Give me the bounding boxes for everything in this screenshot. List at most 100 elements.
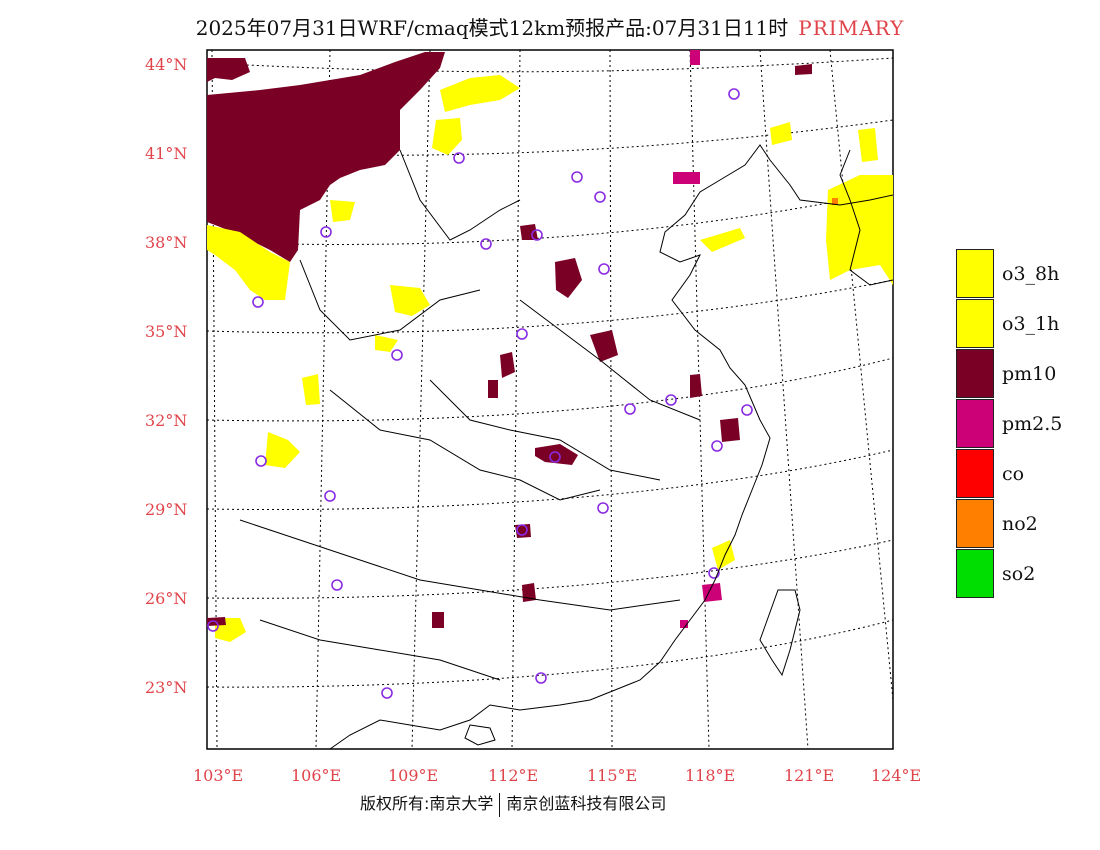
pm25-patch-north [690, 50, 700, 65]
lat-label-35: 35°N [145, 322, 188, 341]
legend-swatch-no2 [956, 499, 994, 548]
station-marker [711, 440, 723, 452]
inner-border-4 [239, 519, 681, 611]
lon-label-103: 103°E [193, 766, 244, 785]
station-marker [531, 229, 543, 241]
o3-region-northwest [207, 225, 290, 300]
legend-item-pm25: pm2.5 [956, 399, 1096, 449]
lon-label-112: 112°E [488, 766, 539, 785]
legend-item-o3-8h: o3_8h [956, 249, 1096, 299]
station-marker [728, 88, 740, 100]
lat-label-41: 41°N [145, 144, 188, 163]
taiwan-outline [759, 589, 801, 677]
station-marker [624, 403, 636, 415]
pm10-cluster-henan [590, 330, 618, 362]
pm10-cluster-central [500, 352, 515, 378]
lat-label-32: 32°N [145, 411, 188, 430]
lat-line-26 [206, 539, 894, 599]
station-marker [391, 349, 403, 361]
pm10-region-northwest [207, 52, 445, 262]
pm10-cluster-anhui [720, 418, 740, 442]
lat-line-29 [206, 449, 894, 511]
lon-label-118: 118°E [685, 766, 736, 785]
map-title: 2025年07月31日WRF/cmaq模式12km预报产品:07月31日11时 P… [0, 12, 1100, 41]
no2-pixel [832, 198, 838, 205]
o3-region-mongolia-2 [432, 118, 462, 155]
legend-label-o3-1h: o3_1h [1002, 313, 1060, 335]
legend-swatch-o3-8h [956, 249, 994, 298]
station-marker [516, 524, 528, 536]
o3-region-gansu [330, 200, 355, 222]
lat-label-29: 29°N [145, 500, 188, 519]
pm10-cluster-south [432, 612, 444, 628]
station-marker [594, 191, 606, 203]
legend-item-pm10: pm10 [956, 349, 1096, 399]
pm10-clusters [207, 64, 812, 628]
lon-line-115 [609, 49, 613, 750]
pm10-cluster-beijing [520, 224, 538, 240]
legend-item-so2: so2 [956, 549, 1096, 599]
lat-label-38: 38°N [145, 233, 188, 252]
lat-label-44: 44°N [145, 55, 188, 74]
legend-label-no2: no2 [1002, 513, 1038, 535]
o3-region-mongolia-1 [440, 75, 520, 112]
station-marker [453, 152, 465, 164]
lon-label-115: 115°E [587, 766, 638, 785]
lon-line-118 [689, 49, 710, 750]
pm10-region-north-edge [207, 58, 250, 82]
coastlines [239, 144, 894, 750]
o3-region-ordos [375, 335, 398, 352]
pm10-cluster-wuhan [535, 444, 578, 465]
copyright-right: 南京创蓝科技有限公司 [506, 794, 667, 813]
station-marker [665, 394, 677, 406]
pollutant-legend: o3_8h o3_1h pm10 pm2.5 co no2 so2 [956, 249, 1096, 599]
lon-label-109: 109°E [388, 766, 439, 785]
legend-swatch-so2 [956, 549, 994, 598]
station-marker [741, 404, 753, 416]
lon-line-121 [759, 49, 809, 750]
o3-region-bohai [700, 228, 745, 252]
pm10-cluster-liaoning [795, 64, 812, 75]
station-marker [252, 296, 264, 308]
station-marker [255, 455, 267, 467]
legend-swatch-o3-1h [956, 299, 994, 348]
o3-region-liaoning [770, 122, 792, 145]
inner-border-1 [399, 149, 521, 241]
o3-region-west-1 [302, 374, 320, 405]
o3-region-west-2 [265, 432, 300, 468]
station-marker [598, 263, 610, 275]
inner-border-2 [299, 259, 481, 341]
china-coastline [329, 144, 894, 750]
legend-item-co: co [956, 449, 1096, 499]
pm10-cluster-xi [488, 380, 498, 398]
copyright-footer: 版权所有:南京大学 南京创蓝科技有限公司 [360, 790, 666, 817]
pm25-patches [673, 50, 722, 628]
legend-swatch-pm25 [956, 399, 994, 448]
legend-item-no2: no2 [956, 499, 1096, 549]
legend-item-o3-1h: o3_1h [956, 299, 1096, 349]
station-marker [597, 502, 609, 514]
lat-line-23 [206, 619, 894, 688]
inner-border-5 [259, 619, 501, 681]
station-marker [207, 620, 219, 632]
station-marker [480, 238, 492, 250]
legend-label-o3-8h: o3_8h [1002, 263, 1060, 285]
pm25-patch-fujian [702, 583, 722, 602]
legend-swatch-co [956, 449, 994, 498]
lat-line-38 [206, 189, 894, 245]
lon-label-106: 106°E [291, 766, 342, 785]
pm25-patch-hebei [673, 172, 700, 184]
lon-line-124 [829, 49, 894, 701]
hainan-outline [464, 724, 496, 746]
o3-region-taihang [390, 285, 430, 316]
legend-label-co: co [1002, 463, 1025, 485]
station-marker [381, 687, 393, 699]
station-marker [516, 328, 528, 340]
primary-tag: PRIMARY [798, 16, 905, 40]
o3-region-east-sea [858, 128, 878, 162]
station-marker [549, 451, 561, 463]
korea-coastline [839, 149, 894, 286]
inner-border-6 [519, 299, 701, 421]
pm10-cluster-shanxi [555, 258, 582, 298]
